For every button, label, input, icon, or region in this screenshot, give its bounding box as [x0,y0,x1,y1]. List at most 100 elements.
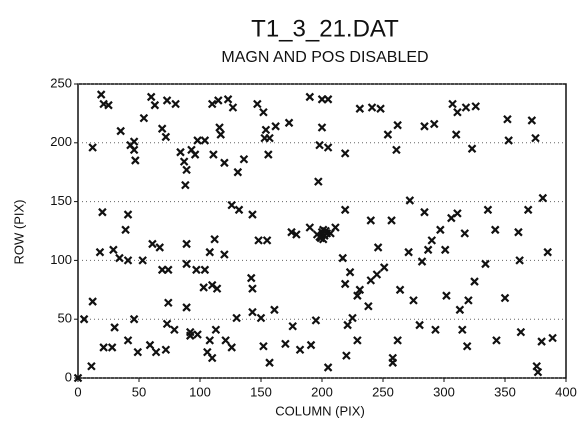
point [151,347,161,357]
point [516,327,526,337]
point [467,144,477,153]
point [318,234,328,244]
point [129,314,139,324]
point [246,273,256,283]
point [453,107,462,117]
point [209,150,218,159]
point [223,95,233,104]
chart-title: T1_3_21.DAT [251,15,399,42]
point [455,305,465,315]
point [427,236,437,245]
point [265,133,274,143]
point [182,303,191,312]
point [248,210,257,219]
point [315,140,324,150]
y-tick-label: 150 [50,193,72,208]
point [116,126,125,136]
point [372,270,382,279]
point [139,113,149,123]
point [323,363,333,372]
point [162,96,172,105]
point [420,207,429,217]
point [470,277,479,286]
point [150,100,160,110]
point [207,353,217,363]
x-tick-label: 150 [250,384,272,399]
point [523,205,533,215]
point [99,343,108,352]
point [193,330,202,339]
point [79,314,89,324]
point [295,345,305,355]
point [161,345,171,355]
point [199,283,208,292]
y-tick-label: 100 [50,252,72,267]
point [404,247,413,257]
x-tick-label: 400 [555,384,577,399]
point [460,229,470,238]
point [393,336,402,345]
point [343,320,352,330]
x-tick-label: 350 [494,384,516,399]
point [340,279,350,289]
point [527,116,537,125]
point [420,122,429,131]
x-tick-label: 0 [74,384,81,399]
point [228,103,238,112]
point [338,253,348,263]
point [215,123,224,132]
point [415,320,424,330]
point [96,90,106,99]
point [387,216,396,225]
point [212,284,222,293]
point [138,256,147,265]
point [210,234,219,244]
point [306,340,316,350]
point [348,313,357,323]
x-tick-label: 50 [132,384,146,399]
point [259,341,268,351]
point [171,99,180,109]
point [492,336,501,345]
point [164,265,173,275]
point [131,156,140,165]
y-tick-label: 50 [58,311,72,326]
point [538,193,548,203]
point [259,107,268,117]
point [342,351,351,360]
point [417,257,427,266]
point [155,243,165,252]
point [405,196,415,205]
point [353,336,362,345]
point [537,337,546,346]
x-tick-label: 100 [189,384,211,399]
point [532,361,541,371]
point [162,319,172,329]
point [220,158,229,168]
point [87,361,96,371]
point [340,205,350,215]
point [110,323,119,332]
point [323,143,333,152]
point [205,247,215,257]
point [288,321,297,331]
point [451,130,461,139]
point [220,250,229,259]
point [395,285,405,295]
point [305,92,315,102]
point [157,124,167,133]
point [373,243,383,252]
point [232,313,241,323]
point [305,223,315,232]
point [376,104,385,113]
point [531,133,540,143]
point [146,92,156,102]
point [176,147,185,157]
point [123,256,133,265]
point [281,339,290,349]
point [248,284,257,293]
point [345,267,355,277]
point [409,296,418,305]
point [388,353,398,363]
point [353,291,362,300]
